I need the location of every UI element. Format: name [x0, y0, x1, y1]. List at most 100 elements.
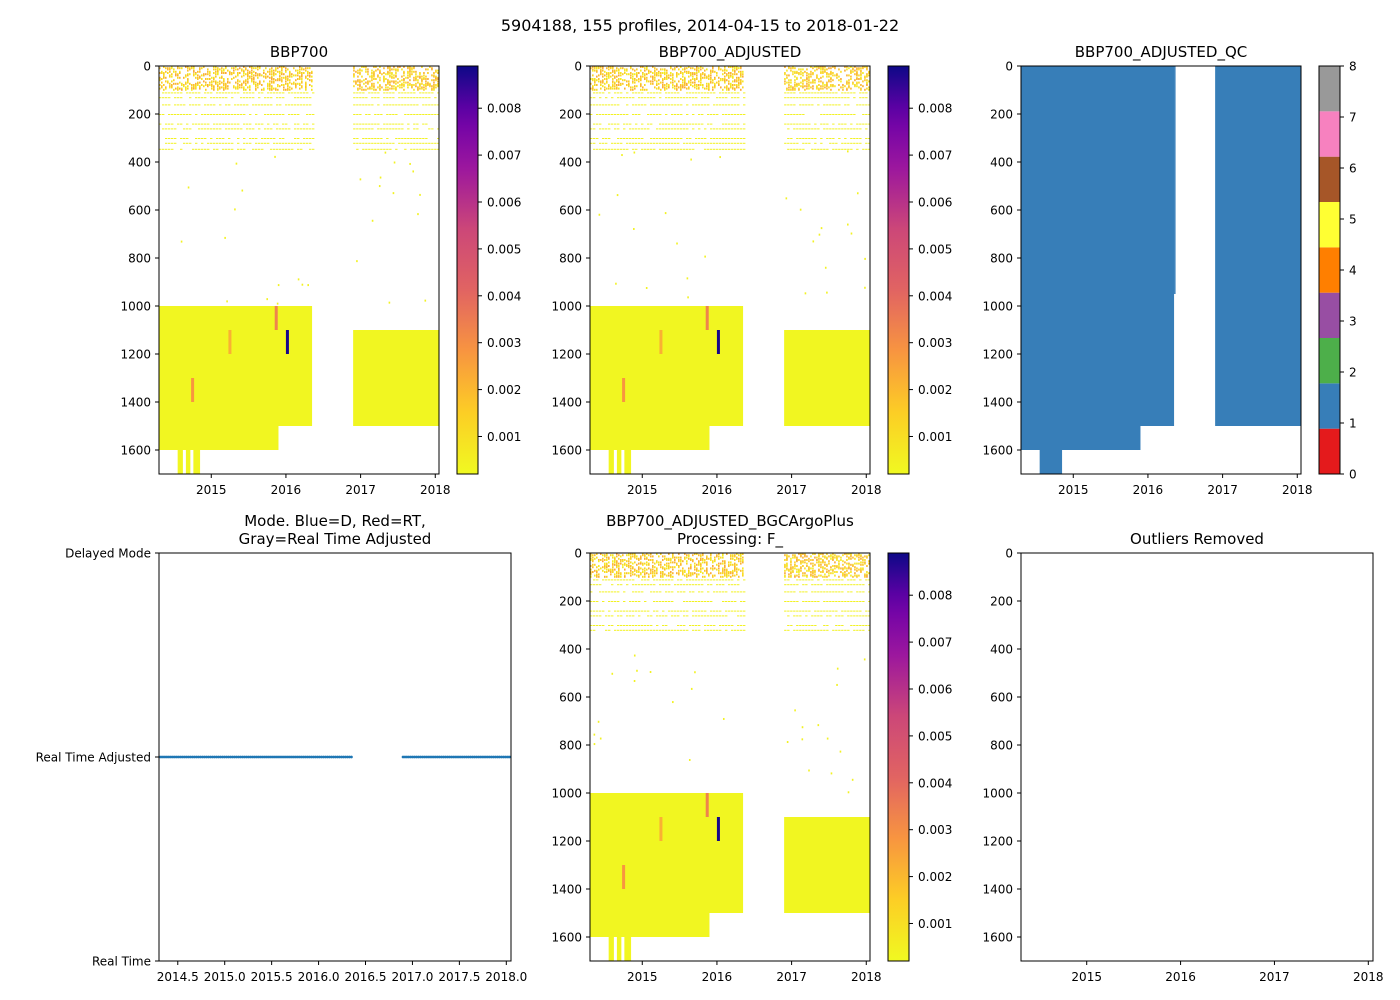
layer-line: [713, 92, 716, 94]
layer-line: [671, 610, 674, 612]
layer-line: [641, 610, 644, 612]
surface-cell: [860, 84, 862, 86]
surface-cell: [734, 566, 736, 569]
layer-line: [671, 114, 674, 115]
surface-cell: [205, 84, 207, 86]
layer-line: [386, 138, 389, 139]
layer-line: [826, 92, 829, 94]
surface-cell: [808, 566, 810, 569]
surface-cell: [842, 86, 844, 89]
surface-cell: [690, 73, 692, 76]
surface-cell: [658, 563, 660, 566]
surface-cell: [630, 86, 632, 89]
layer-line: [614, 142, 617, 144]
layer-line: [710, 142, 713, 144]
surface-cell: [285, 76, 287, 79]
surface-cell: [594, 84, 596, 86]
layer-line: [356, 148, 359, 150]
mode-point: [430, 755, 434, 759]
layer-line: [371, 123, 374, 125]
surface-cell: [812, 85, 814, 88]
layer-line: [820, 92, 823, 94]
surface-cell: [684, 80, 686, 83]
x-tick-label: 2016: [702, 970, 733, 984]
layer-line: [422, 92, 425, 94]
surface-cell: [614, 556, 616, 559]
surface-cell: [694, 566, 696, 569]
surface-cell: [620, 78, 622, 80]
surface-cell: [169, 85, 171, 88]
surface-cell: [267, 82, 269, 85]
surface-cell: [596, 66, 598, 68]
layer-line: [312, 92, 315, 94]
surface-cell: [167, 67, 169, 70]
layer-line: [174, 97, 177, 99]
layer-line: [159, 123, 162, 125]
layer-line: [793, 601, 796, 602]
surface-cell: [253, 82, 255, 85]
surface-cell: [694, 79, 696, 82]
surface-cell: [299, 78, 301, 80]
layer-line: [829, 92, 832, 94]
layer-line: [787, 584, 790, 586]
surface-cell: [191, 88, 193, 91]
surface-cell: [596, 556, 598, 559]
surface-cell: [159, 84, 161, 86]
layer-line: [710, 625, 713, 626]
data-region: [784, 330, 870, 426]
surface-cell: [281, 68, 283, 71]
surface-cell: [718, 68, 720, 71]
mode-point: [225, 755, 228, 759]
layer-line: [790, 92, 793, 94]
layer-line: [599, 142, 602, 144]
layer-line: [722, 142, 725, 144]
layer-line: [817, 584, 820, 586]
layer-line: [859, 138, 862, 139]
layer-line: [638, 142, 641, 144]
surface-cell: [217, 87, 219, 90]
layer-line: [617, 610, 620, 612]
surface-cell: [361, 69, 363, 72]
layer-line: [359, 114, 362, 115]
surface-cell: [696, 557, 698, 560]
data-streak: [622, 865, 626, 889]
layer-line: [844, 92, 847, 94]
layer-line: [611, 601, 614, 602]
layer-line: [716, 579, 719, 581]
layer-line: [862, 625, 865, 626]
surface-cell: [610, 66, 612, 68]
surface-cell: [788, 79, 790, 82]
surface-cell: [674, 80, 676, 83]
layer-line: [234, 123, 237, 125]
layer-line: [850, 128, 853, 130]
layer-line: [611, 579, 614, 581]
surface-cell: [223, 69, 225, 72]
surface-cell: [401, 86, 403, 89]
surface-cell: [253, 70, 255, 73]
layer-line: [793, 615, 796, 617]
layer-line: [650, 625, 653, 626]
layer-line: [704, 629, 707, 631]
surface-cell: [209, 72, 211, 74]
surface-cell: [868, 72, 870, 74]
layer-line: [695, 104, 698, 106]
surface-cell: [818, 561, 820, 564]
surface-cell: [642, 568, 644, 571]
surface-cell: [357, 75, 359, 78]
layer-line: [728, 128, 731, 130]
layer-line: [159, 114, 162, 115]
layer-line: [799, 92, 802, 94]
layer-line: [686, 114, 689, 115]
layer-line: [737, 148, 740, 150]
surface-cell: [283, 73, 285, 76]
qc-colorbar-segment: [1319, 156, 1340, 202]
surface-cell: [277, 70, 279, 73]
surface-cell: [373, 85, 375, 88]
layer-line: [653, 142, 656, 144]
surface-cell: [269, 80, 271, 83]
surface-cell: [868, 70, 870, 73]
layer-line: [638, 97, 641, 99]
surface-cell: [688, 75, 690, 78]
surface-cell: [672, 575, 674, 578]
surface-cell: [706, 561, 708, 564]
